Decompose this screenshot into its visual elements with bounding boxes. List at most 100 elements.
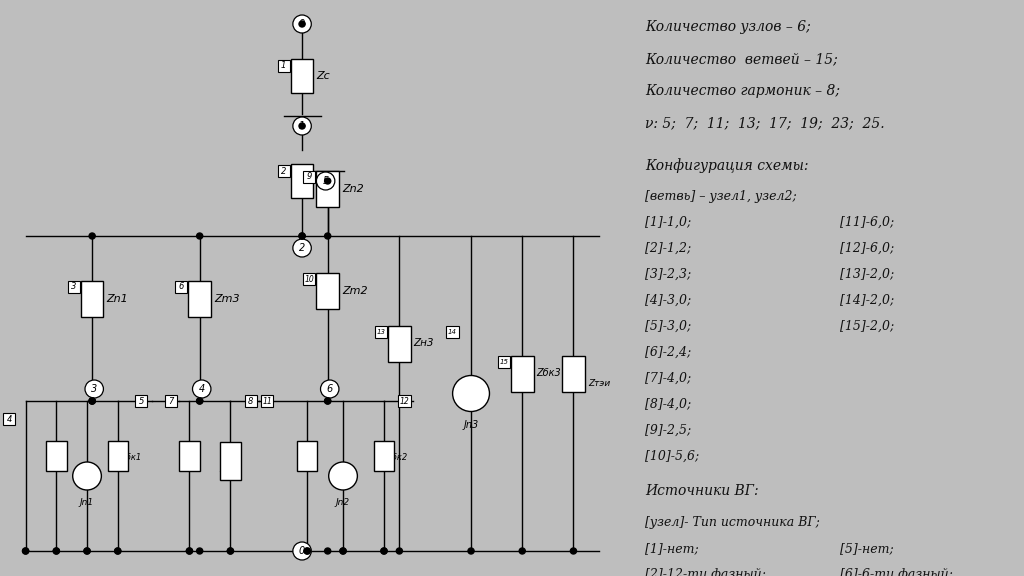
Circle shape bbox=[23, 548, 29, 554]
Text: [4]-3,0;: [4]-3,0; bbox=[645, 294, 691, 307]
Circle shape bbox=[186, 548, 193, 554]
Text: Zтэи: Zтэи bbox=[588, 379, 610, 388]
Circle shape bbox=[84, 548, 90, 554]
Bar bbox=[398, 395, 411, 407]
Text: Jn2: Jn2 bbox=[336, 498, 350, 507]
Text: 4: 4 bbox=[199, 384, 205, 394]
Circle shape bbox=[115, 548, 121, 554]
Text: Zбк4: Zбк4 bbox=[219, 464, 240, 473]
Bar bbox=[245, 395, 257, 407]
Circle shape bbox=[23, 548, 29, 554]
Text: 3: 3 bbox=[71, 282, 77, 291]
Text: [1]-нет;: [1]-нет; bbox=[645, 542, 698, 555]
Circle shape bbox=[53, 548, 59, 554]
Bar bbox=[303, 273, 315, 285]
Circle shape bbox=[293, 117, 311, 135]
Text: [ветвь] – узел1, узел2;: [ветвь] – узел1, узел2; bbox=[645, 190, 797, 203]
Text: [2]-1,2;: [2]-1,2; bbox=[645, 242, 691, 255]
Bar bbox=[165, 395, 177, 407]
Circle shape bbox=[381, 548, 387, 554]
Bar bbox=[498, 355, 510, 367]
Text: Источники ВГ:: Источники ВГ: bbox=[645, 484, 759, 498]
Text: [7]-4,0;: [7]-4,0; bbox=[645, 372, 691, 385]
Circle shape bbox=[325, 233, 331, 239]
Circle shape bbox=[197, 548, 203, 554]
Bar bbox=[68, 281, 80, 293]
Circle shape bbox=[325, 398, 331, 404]
Circle shape bbox=[89, 398, 95, 404]
Circle shape bbox=[321, 380, 339, 398]
Circle shape bbox=[299, 21, 305, 27]
Text: Zc: Zc bbox=[316, 71, 330, 81]
Text: Количество  ветвей – 15;: Количество ветвей – 15; bbox=[645, 52, 838, 66]
Bar bbox=[291, 164, 313, 198]
Bar bbox=[81, 281, 103, 316]
Text: 15: 15 bbox=[500, 358, 508, 365]
Text: Zн3: Zн3 bbox=[414, 339, 434, 348]
Text: [13]-2,0;: [13]-2,0; bbox=[840, 268, 894, 281]
Circle shape bbox=[293, 542, 311, 560]
Circle shape bbox=[197, 398, 203, 404]
Circle shape bbox=[299, 233, 305, 239]
Text: 10: 10 bbox=[304, 275, 314, 283]
Circle shape bbox=[89, 398, 95, 404]
Text: Zн1: Zн1 bbox=[46, 453, 65, 463]
Circle shape bbox=[73, 462, 101, 490]
Text: 1: 1 bbox=[281, 62, 287, 70]
Circle shape bbox=[468, 548, 474, 554]
Text: Zбк3: Zбк3 bbox=[537, 369, 561, 378]
Bar bbox=[297, 441, 317, 471]
Bar bbox=[108, 441, 128, 471]
Text: 14: 14 bbox=[449, 328, 457, 335]
Text: 1: 1 bbox=[299, 121, 305, 131]
Text: Конфигурация схемы:: Конфигурация схемы: bbox=[645, 158, 809, 173]
Text: Jn3: Jn3 bbox=[464, 419, 478, 430]
Text: [3]-2,3;: [3]-2,3; bbox=[645, 268, 691, 281]
Circle shape bbox=[519, 548, 525, 554]
Text: Zн2: Zн2 bbox=[297, 453, 315, 463]
Text: Zбк2: Zбк2 bbox=[386, 453, 408, 463]
Bar bbox=[46, 441, 67, 471]
Circle shape bbox=[85, 380, 103, 398]
Bar bbox=[375, 325, 387, 338]
Bar bbox=[303, 170, 315, 183]
Bar bbox=[291, 59, 313, 93]
Bar bbox=[316, 170, 339, 207]
Text: Zm2: Zm2 bbox=[342, 286, 368, 296]
Text: 3: 3 bbox=[91, 384, 97, 394]
Text: [12]-6,0;: [12]-6,0; bbox=[840, 242, 894, 255]
Text: Zn1: Zn1 bbox=[106, 294, 128, 304]
Circle shape bbox=[325, 398, 331, 404]
Text: [1]-1,0;: [1]-1,0; bbox=[645, 216, 691, 229]
Text: 12: 12 bbox=[399, 396, 410, 406]
Circle shape bbox=[227, 548, 233, 554]
Circle shape bbox=[197, 233, 203, 239]
Circle shape bbox=[304, 548, 310, 554]
Circle shape bbox=[293, 239, 311, 257]
Bar bbox=[278, 60, 290, 72]
Text: [11]-6,0;: [11]-6,0; bbox=[840, 216, 894, 229]
Circle shape bbox=[453, 376, 489, 411]
Circle shape bbox=[299, 233, 305, 239]
Circle shape bbox=[89, 233, 95, 239]
Bar bbox=[261, 395, 273, 407]
Circle shape bbox=[304, 548, 310, 554]
Circle shape bbox=[293, 15, 311, 33]
Bar bbox=[135, 395, 147, 407]
Text: 0: 0 bbox=[299, 19, 305, 29]
Text: 6: 6 bbox=[178, 282, 184, 291]
Bar bbox=[220, 442, 241, 480]
Text: [8]-4,0;: [8]-4,0; bbox=[645, 398, 691, 411]
Text: Jn1: Jn1 bbox=[80, 498, 94, 507]
Bar bbox=[316, 273, 339, 309]
Text: Zn2: Zn2 bbox=[342, 184, 364, 194]
Text: 2: 2 bbox=[281, 166, 287, 176]
Circle shape bbox=[325, 548, 331, 554]
Circle shape bbox=[325, 178, 331, 184]
Text: Количество гармоник – 8;: Количество гармоник – 8; bbox=[645, 84, 840, 98]
Circle shape bbox=[299, 123, 305, 129]
Circle shape bbox=[227, 548, 233, 554]
Bar bbox=[374, 441, 394, 471]
Circle shape bbox=[197, 398, 203, 404]
Text: 2: 2 bbox=[299, 243, 305, 253]
